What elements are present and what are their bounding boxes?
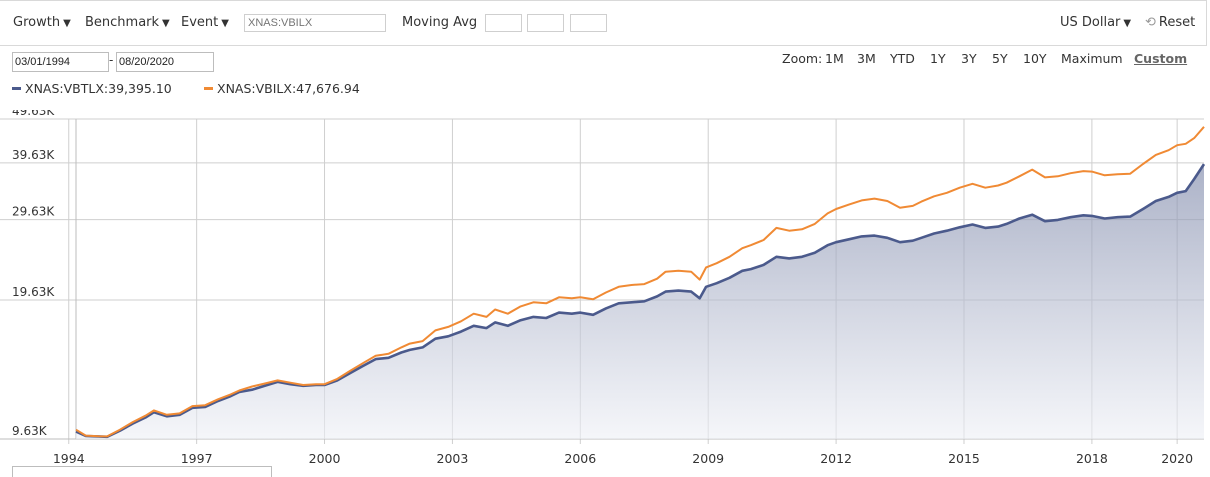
x-tick-label: 2000 <box>309 451 341 466</box>
legend-swatch-vbtlx <box>12 87 21 90</box>
legend-item-vbtlx[interactable]: XNAS:VBTLX:39,395.10 <box>12 81 172 96</box>
y-axis-labels: 9.63K 19.63K 29.63K 39.63K 49.63K <box>12 110 55 438</box>
chart-toolbar: Growth▼ Benchmark▼ Event▼ Moving Avg US … <box>0 0 1207 46</box>
date-separator: - <box>109 53 114 67</box>
moving-avg-input-2[interactable] <box>527 14 564 32</box>
zoom-ytd[interactable]: YTD <box>890 51 915 66</box>
legend-label-vbilx: XNAS:VBILX:47,676.94 <box>217 81 360 96</box>
range-navigator[interactable] <box>12 466 272 477</box>
chart-lines <box>75 126 1206 439</box>
currency-label: US Dollar <box>1060 15 1121 30</box>
reset-icon: ⟲ <box>1145 15 1156 30</box>
series-line-xnas-vbilx[interactable] <box>75 126 1205 438</box>
start-date-input[interactable] <box>12 52 109 72</box>
x-tick-label: 2003 <box>437 451 469 466</box>
zoom-custom[interactable]: Custom <box>1134 51 1188 66</box>
reset-label: Reset <box>1158 15 1196 30</box>
triangle-down-icon: ▼ <box>63 18 71 29</box>
x-tick-label: 2018 <box>1076 451 1108 466</box>
legend-item-vbilx[interactable]: XNAS:VBILX:47,676.94 <box>204 81 360 96</box>
zoom-label: Zoom: <box>782 51 823 66</box>
x-tick-label: 2015 <box>948 451 980 466</box>
benchmark-label: Benchmark <box>85 15 160 30</box>
y-tick-label: 19.63K <box>12 285 55 299</box>
chart-areas <box>76 164 1204 439</box>
zoom-maximum[interactable]: Maximum <box>1061 51 1123 66</box>
zoom-1m[interactable]: 1M <box>825 51 844 66</box>
moving-avg-label: Moving Avg <box>402 15 478 30</box>
x-axis-labels: 1994 1997 2000 2003 2006 2009 2012 2015 2018 2020 <box>53 451 1193 466</box>
x-tick-label: 2009 <box>692 451 724 466</box>
end-date-input[interactable] <box>116 52 214 72</box>
x-tick-label: 2012 <box>820 451 852 466</box>
symbol-input[interactable] <box>244 14 386 32</box>
event-dropdown[interactable]: Event ▼ <box>181 15 229 30</box>
y-tick-label: 29.63K <box>12 205 55 219</box>
moving-avg-input-1[interactable] <box>485 14 522 32</box>
benchmark-dropdown[interactable]: Benchmark ▼ <box>85 15 170 30</box>
event-label: Event <box>181 15 219 30</box>
y-tick-label: 9.63K <box>12 424 48 438</box>
zoom-5y[interactable]: 5Y <box>992 51 1008 66</box>
zoom-10y[interactable]: 10Y <box>1023 51 1047 66</box>
growth-chart[interactable]: 9.63K 19.63K 29.63K 39.63K 49.63K 1994 1997 20… <box>0 110 1210 473</box>
reset-button[interactable]: ⟲ Reset <box>1145 15 1195 30</box>
zoom-3y[interactable]: 3Y <box>961 51 977 66</box>
y-tick-label: 49.63K <box>12 110 55 118</box>
currency-dropdown[interactable]: US Dollar ▼ <box>1060 15 1131 30</box>
legend-label-vbtlx: XNAS:VBTLX:39,395.10 <box>25 81 172 96</box>
growth-dropdown[interactable]: Growth ▼ <box>13 15 71 30</box>
x-tick-label: 1994 <box>53 451 85 466</box>
zoom-1y[interactable]: 1Y <box>930 51 946 66</box>
y-tick-label: 39.63K <box>12 148 55 162</box>
triangle-down-icon: ▼ <box>162 18 170 29</box>
triangle-down-icon: ▼ <box>1123 18 1132 29</box>
x-tick-label: 2020 <box>1161 451 1193 466</box>
triangle-down-icon: ▼ <box>221 18 229 29</box>
series-area-xnas-vbtlx <box>76 164 1204 439</box>
moving-avg-input-3[interactable] <box>570 14 607 32</box>
x-tick-label: 2006 <box>564 451 596 466</box>
growth-label: Growth <box>13 15 61 30</box>
x-tick-label: 1997 <box>181 451 213 466</box>
series-line-xnas-vbtlx[interactable] <box>75 163 1206 439</box>
legend-swatch-vbilx <box>204 87 213 90</box>
zoom-3m[interactable]: 3M <box>857 51 876 66</box>
